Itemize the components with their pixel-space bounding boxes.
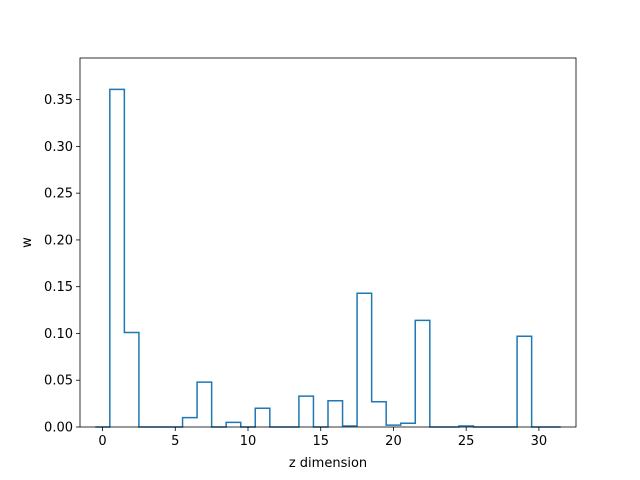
- x-tick-label: 0: [98, 434, 106, 449]
- histogram-bin: [255, 408, 270, 427]
- y-tick-label: 0.20: [44, 233, 73, 248]
- histogram-bin: [299, 396, 314, 427]
- histogram-bin: [517, 336, 532, 427]
- y-tick-label: 0.15: [44, 280, 73, 295]
- histogram-bin: [183, 418, 198, 427]
- x-tick-label: 30: [531, 434, 548, 449]
- x-tick-label: 10: [240, 434, 257, 449]
- x-tick-label: 25: [458, 434, 475, 449]
- histogram-bin: [197, 382, 212, 427]
- y-tick-label: 0.05: [44, 374, 73, 389]
- x-tick-label: 5: [171, 434, 179, 449]
- x-tick-label: 20: [385, 434, 402, 449]
- histogram-bin: [124, 333, 139, 427]
- y-tick-label: 0.25: [44, 187, 73, 202]
- histogram-bin: [226, 422, 241, 427]
- x-tick-label: 15: [312, 434, 329, 449]
- x-axis-label: z dimension: [289, 456, 367, 471]
- histogram-bin: [110, 89, 125, 427]
- histogram-bin: [328, 401, 343, 427]
- histogram-bin: [415, 320, 430, 427]
- histogram-bin: [372, 402, 387, 427]
- y-tick-label: 0.10: [44, 327, 73, 342]
- y-axis-label: w: [20, 237, 35, 248]
- histogram-bin: [357, 293, 372, 427]
- histogram-bin: [401, 423, 416, 427]
- y-tick-label: 0.35: [44, 93, 73, 108]
- y-tick-label: 0.30: [44, 140, 73, 155]
- plot-frame: [79, 57, 577, 428]
- histogram-step-line: [95, 88, 561, 428]
- y-tick-label: 0.00: [44, 421, 73, 436]
